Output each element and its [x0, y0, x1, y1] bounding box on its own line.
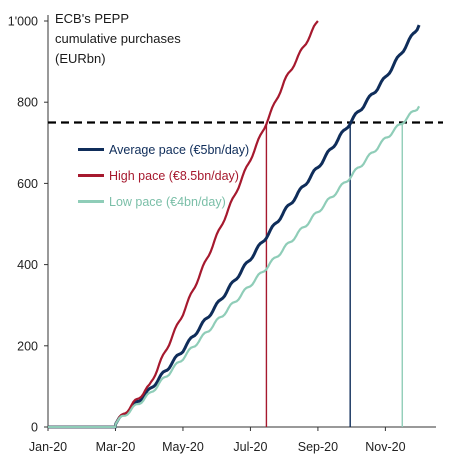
x-tick-label: Jan-20 [29, 440, 67, 454]
x-tick-label: Sep-20 [298, 440, 338, 454]
legend-swatch-low [78, 200, 104, 204]
legend-item-low: Low pace (€4bn/day) [78, 195, 226, 209]
x-tick-label: May-20 [162, 440, 204, 454]
legend-label-high: High pace (€8.5bn/day) [109, 169, 239, 183]
chart-title-line-3: (EURbn) [55, 51, 106, 66]
x-tick-label: Nov-20 [365, 440, 405, 454]
y-tick-label: 600 [17, 177, 38, 191]
axes [44, 15, 436, 431]
y-tick-label: 0 [31, 421, 38, 435]
legend-item-high: High pace (€8.5bn/day) [78, 169, 239, 183]
y-tick-label: 800 [17, 96, 38, 110]
chart-title-line-2: cumulative purchases [55, 31, 181, 46]
x-tick-label: Mar-20 [96, 440, 136, 454]
drop-lines-group [265, 122, 403, 427]
legend-swatch-high [78, 174, 104, 178]
y-tick-label: 400 [17, 258, 38, 272]
legend-label-average: Average pace (€5bn/day) [109, 143, 250, 157]
series-line-average [48, 24, 421, 429]
series-group [48, 20, 421, 429]
x-tick-label: Jul-20 [233, 440, 267, 454]
legend-label-low: Low pace (€4bn/day) [109, 195, 226, 209]
chart-title-line-1: ECB's PEPP [55, 11, 130, 26]
y-tick-label: 1'000 [8, 15, 38, 29]
legend-item-average: Average pace (€5bn/day) [78, 143, 249, 157]
series-line-high [48, 20, 319, 429]
legend-swatch-average [78, 148, 104, 152]
tick-labels-group: 0 200 400 600 800 1'000 Jan-20 Mar-20 May-20 Jul-… [8, 15, 406, 455]
series-line-low [48, 105, 421, 429]
y-tick-label: 200 [17, 339, 38, 353]
